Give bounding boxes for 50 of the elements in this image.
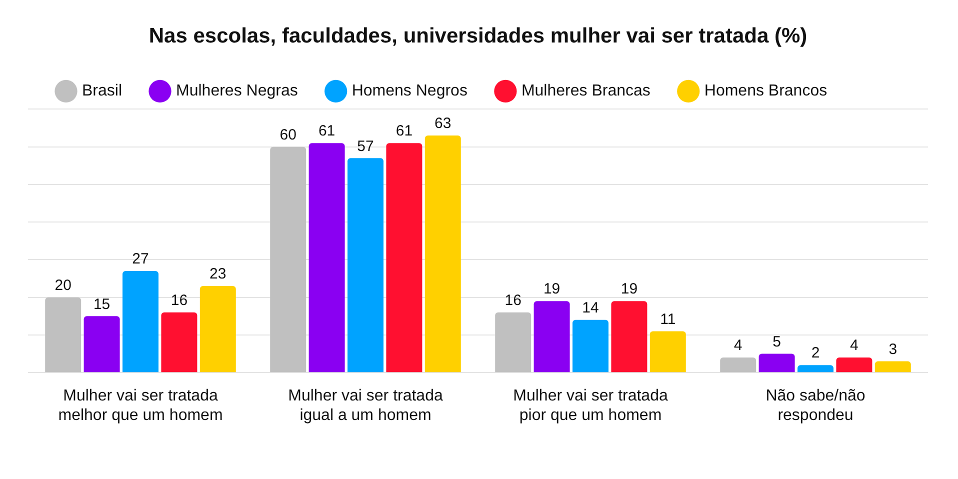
- data-label: 4: [734, 337, 742, 354]
- data-label: 16: [170, 292, 188, 310]
- data-label: 61: [396, 122, 413, 140]
- data-label: 5: [772, 333, 781, 350]
- data-label: 61: [318, 122, 336, 140]
- data-label: 3: [888, 340, 898, 358]
- bar: [308, 143, 345, 372]
- bar: [874, 361, 911, 372]
- bar: [161, 312, 198, 372]
- legend-label: Brasil: [82, 82, 122, 100]
- chart-title: Nas escolas, faculdades, universidades mulher vai ser tratada (%): [148, 24, 808, 48]
- bar: [572, 320, 608, 372]
- data-label: 57: [357, 138, 374, 155]
- x-tick-label: Mulher vai ser tratada pior que um homem: [513, 388, 668, 424]
- data-label: 60: [280, 126, 296, 144]
- bar: [611, 301, 648, 372]
- bar: [758, 354, 795, 372]
- bar: [122, 271, 158, 372]
- bar: [495, 312, 532, 372]
- x-tick-label: Mulher vai ser tratada igual a um homem: [288, 388, 443, 424]
- bar: [798, 365, 834, 372]
- data-label: 20: [54, 276, 72, 294]
- bar: [84, 316, 120, 372]
- legend-label: Mulheres Negras: [176, 82, 298, 100]
- data-label: 19: [620, 280, 638, 298]
- data-label: 27: [132, 250, 149, 268]
- data-label: 23: [210, 266, 226, 283]
- x-tick-label: Não sabe/não respondeu: [766, 388, 866, 424]
- bar: [45, 297, 82, 372]
- legend-label: Mulheres Brancas: [521, 82, 650, 100]
- bar: [348, 158, 384, 372]
- bar: [720, 358, 756, 372]
- bar: [270, 146, 306, 372]
- bar: [424, 136, 461, 372]
- bar: [386, 143, 422, 372]
- x-tick-label: Mulher vai ser tratada melhor que um homem: [58, 388, 223, 424]
- data-label: 4: [850, 337, 858, 354]
- data-label: 16: [504, 292, 522, 310]
- bar: [650, 331, 686, 372]
- data-label: 11: [660, 310, 676, 328]
- legend-label: Homens Brancos: [704, 82, 828, 100]
- data-label: 15: [93, 296, 110, 313]
- data-label: 14: [582, 300, 599, 317]
- data-label: 2: [811, 344, 820, 362]
- bar: [534, 301, 570, 372]
- bar: [200, 286, 236, 372]
- legend-label: Homens Negros: [352, 82, 468, 100]
- data-label: 19: [543, 280, 560, 298]
- bar: [836, 358, 872, 372]
- data-label: 63: [434, 115, 452, 132]
